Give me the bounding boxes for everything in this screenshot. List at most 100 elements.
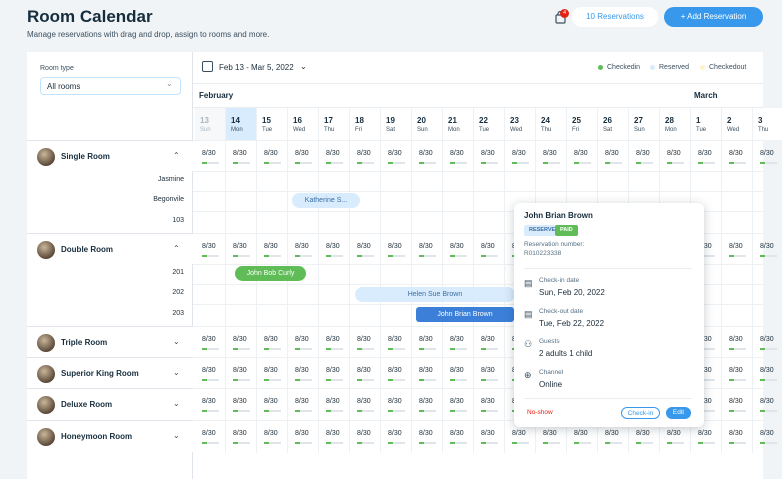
calendar-cell[interactable] [319, 212, 350, 234]
calendar-cell[interactable] [319, 172, 350, 192]
room-unit-row[interactable] [193, 171, 763, 192]
calendar-cell[interactable] [753, 212, 782, 234]
availability-cell[interactable]: 8/30 [257, 234, 288, 265]
availability-cell[interactable]: 8/30 [288, 389, 319, 421]
availability-cell[interactable]: 8/30 [257, 389, 288, 421]
availability-cell[interactable]: 8/30 [257, 358, 288, 389]
availability-cell[interactable]: 8/30 [350, 234, 381, 265]
availability-cell[interactable]: 8/30 [195, 234, 226, 265]
availability-cell[interactable]: 8/30 [226, 389, 257, 421]
availability-cell[interactable]: 8/30 [195, 389, 226, 421]
room-type-row[interactable]: Double Room ⌃ [27, 233, 193, 264]
availability-cell[interactable]: 8/30 [350, 141, 381, 172]
calendar-cell[interactable] [722, 285, 753, 305]
availability-cell[interactable]: 8/30 [288, 141, 319, 172]
calendar-cell[interactable] [381, 265, 412, 285]
chevron-down-icon[interactable]: ⌄ [300, 62, 307, 71]
calendar-cell[interactable] [226, 285, 257, 305]
availability-cell[interactable]: 8/30 [381, 141, 412, 172]
availability-cell[interactable]: 8/30 [443, 327, 474, 358]
availability-cell[interactable]: 8/30 [598, 421, 629, 453]
calendar-cell[interactable] [195, 212, 226, 234]
availability-cell[interactable]: 8/30 [691, 421, 722, 453]
availability-cell[interactable]: 8/30 [660, 421, 691, 453]
calendar-cell[interactable] [226, 305, 257, 327]
availability-cell[interactable]: 8/30 [753, 389, 782, 421]
availability-cell[interactable]: 8/30 [753, 358, 782, 389]
chevron-down-icon[interactable]: ⌄ [173, 367, 180, 377]
calendar-cell[interactable] [350, 192, 381, 212]
calendar-cell[interactable] [443, 192, 474, 212]
availability-cell[interactable]: 8/30 [443, 234, 474, 265]
reservations-button[interactable]: 10 Reservations [572, 7, 658, 27]
calendar-cell[interactable] [350, 305, 381, 327]
chevron-down-icon[interactable]: ⌄ [173, 336, 180, 346]
calendar-cell[interactable] [536, 172, 567, 192]
availability-cell[interactable]: 8/30 [412, 327, 443, 358]
calendar-cell[interactable] [257, 172, 288, 192]
edit-button[interactable]: Edit [666, 407, 691, 419]
calendar-cell[interactable] [753, 192, 782, 212]
availability-cell[interactable]: 8/30 [412, 141, 443, 172]
calendar-cell[interactable] [350, 172, 381, 192]
calendar-cell[interactable] [722, 305, 753, 327]
availability-cell[interactable]: 8/30 [381, 358, 412, 389]
room-type-row[interactable]: Superior King Room ⌄ [27, 357, 193, 388]
calendar-cell[interactable] [195, 285, 226, 305]
availability-cell[interactable]: 8/30 [381, 389, 412, 421]
availability-cell[interactable]: 8/30 [381, 234, 412, 265]
calendar-cell[interactable] [381, 172, 412, 192]
calendar-cell[interactable] [505, 192, 536, 212]
calendar-cell[interactable] [257, 285, 288, 305]
chevron-up-icon[interactable]: ⌃ [173, 150, 180, 160]
room-type-select[interactable]: All rooms [40, 77, 181, 95]
availability-cell[interactable]: 8/30 [288, 358, 319, 389]
calendar-cell[interactable] [691, 285, 722, 305]
calendar-cell[interactable] [288, 265, 319, 285]
calendar-cell[interactable] [381, 305, 412, 327]
availability-cell[interactable]: 8/30 [753, 234, 782, 265]
availability-cell[interactable]: 8/30 [598, 141, 629, 172]
availability-cell[interactable]: 8/30 [474, 421, 505, 453]
calendar-cell[interactable] [412, 172, 443, 192]
availability-cell[interactable]: 8/30 [567, 141, 598, 172]
availability-cell[interactable]: 8/30 [536, 141, 567, 172]
calendar-cell[interactable] [257, 305, 288, 327]
availability-cell[interactable]: 8/30 [505, 141, 536, 172]
calendar-cell[interactable] [288, 212, 319, 234]
chevron-up-icon[interactable]: ⌃ [173, 243, 180, 253]
availability-cell[interactable]: 8/30 [226, 234, 257, 265]
calendar-cell[interactable] [474, 212, 505, 234]
calendar-cell[interactable] [319, 265, 350, 285]
availability-cell[interactable]: 8/30 [381, 327, 412, 358]
calendar-cell[interactable] [443, 172, 474, 192]
availability-cell[interactable]: 8/30 [319, 234, 350, 265]
calendar-cell[interactable] [753, 305, 782, 327]
calendar-cell[interactable] [691, 212, 722, 234]
calendar-cell[interactable] [536, 192, 567, 212]
availability-cell[interactable]: 8/30 [474, 141, 505, 172]
availability-cell[interactable]: 8/30 [195, 327, 226, 358]
calendar-cell[interactable] [691, 265, 722, 285]
calendar-cell[interactable] [350, 212, 381, 234]
availability-cell[interactable]: 8/30 [722, 327, 753, 358]
calendar-cell[interactable] [660, 172, 691, 192]
room-type-row[interactable]: Deluxe Room ⌄ [27, 388, 193, 420]
booking-bar[interactable]: Helen Sue Brown [355, 287, 515, 302]
calendar-cell[interactable] [474, 192, 505, 212]
room-type-row[interactable]: Honeymoon Room ⌄ [27, 420, 193, 452]
availability-cell[interactable]: 8/30 [443, 421, 474, 453]
calendar-cell[interactable] [226, 212, 257, 234]
calendar-cell[interactable] [195, 265, 226, 285]
availability-cell[interactable]: 8/30 [288, 421, 319, 453]
availability-cell[interactable]: 8/30 [443, 141, 474, 172]
availability-cell[interactable]: 8/30 [226, 327, 257, 358]
calendar-cell[interactable] [567, 172, 598, 192]
availability-cell[interactable]: 8/30 [381, 421, 412, 453]
availability-cell[interactable]: 8/30 [691, 141, 722, 172]
calendar-cell[interactable] [629, 172, 660, 192]
calendar-cell[interactable] [412, 192, 443, 212]
availability-cell[interactable]: 8/30 [474, 234, 505, 265]
room-type-row[interactable]: Triple Room ⌄ [27, 326, 193, 357]
calendar-cell[interactable] [722, 172, 753, 192]
